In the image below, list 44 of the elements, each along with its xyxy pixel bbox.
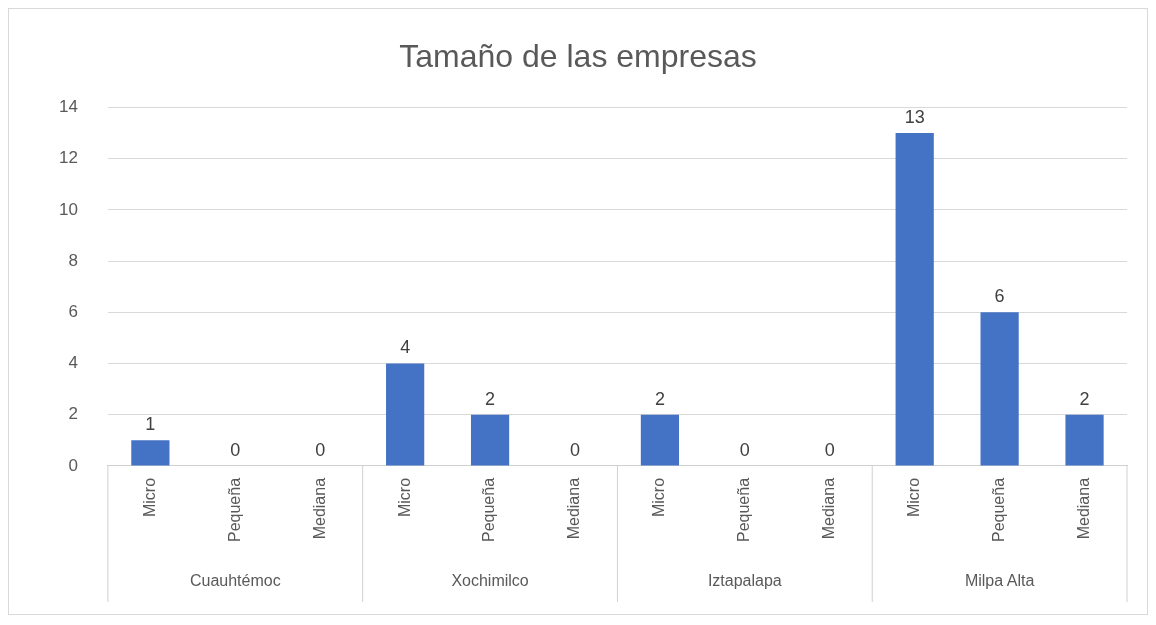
text: Iztapalapa xyxy=(707,572,782,590)
bar xyxy=(131,440,170,466)
x-tick-label: Mediana xyxy=(1074,477,1092,540)
data-label: 0 xyxy=(230,439,241,460)
y-tick-label: 4 xyxy=(68,353,78,373)
bar xyxy=(386,363,425,466)
x-tick-label: Mediana xyxy=(820,477,838,540)
bar xyxy=(1065,414,1104,466)
data-label: 4 xyxy=(400,337,411,358)
text: Cuauhtémoc xyxy=(189,572,281,590)
data-label: 2 xyxy=(485,388,496,409)
y-tick-label: 0 xyxy=(68,455,78,475)
y-tick-label: 8 xyxy=(68,250,78,270)
data-label: 0 xyxy=(824,439,835,460)
x-tick-label: Micro xyxy=(140,477,158,518)
x-tick-label: Mediana xyxy=(310,477,328,540)
data-label: 6 xyxy=(994,286,1005,307)
data-label: 0 xyxy=(569,439,580,460)
bar xyxy=(980,312,1019,466)
y-tick-label: 10 xyxy=(58,199,78,219)
data-label: 0 xyxy=(315,439,326,460)
bar xyxy=(470,414,510,466)
data-label: 0 xyxy=(739,439,750,460)
text: Xochimilco xyxy=(451,572,529,590)
x-tick-label: Mediana xyxy=(565,477,583,540)
x-tick-label: Pequeña xyxy=(735,477,753,542)
data-label: 13 xyxy=(904,106,925,127)
data-label: 2 xyxy=(1079,388,1090,409)
x-tick-label: Pequeña xyxy=(990,477,1008,542)
bar xyxy=(895,133,934,466)
x-tick-label: Micro xyxy=(650,477,668,518)
x-tick-label: Micro xyxy=(905,477,923,518)
x-tick-label: Pequeña xyxy=(480,477,498,542)
text: Milpa Alta xyxy=(964,572,1035,590)
y-tick-label: 14 xyxy=(58,97,78,117)
x-tick-label: Micro xyxy=(395,477,413,518)
y-tick-label: 12 xyxy=(58,148,78,168)
x-tick-label: Pequeña xyxy=(225,477,243,542)
data-label: 2 xyxy=(654,388,665,409)
bar xyxy=(640,414,680,466)
data-label: 1 xyxy=(145,414,156,435)
y-tick-label: 6 xyxy=(68,301,78,321)
chart-title: Tamaño de las empresas xyxy=(399,38,757,75)
y-tick-label: 2 xyxy=(68,404,78,424)
